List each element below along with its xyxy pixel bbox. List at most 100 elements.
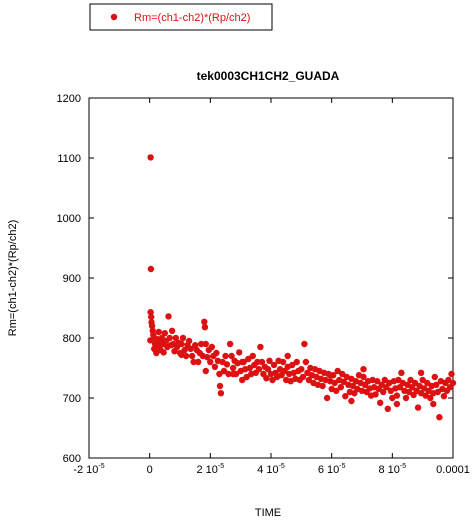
data-point [430,400,437,408]
data-point [414,404,422,411]
data-point [289,361,296,369]
data-point [211,363,219,370]
data-point [402,394,410,402]
data-point [239,358,246,366]
x-tick-label-base: 0 [147,464,153,476]
data-point [395,376,402,384]
data-point [360,373,367,381]
data-point [299,373,307,381]
legend: Rm=(ch1-ch2)*(Rp/ch2) [89,3,273,31]
data-point [188,352,196,360]
x-tick-label-base: 8 10 [379,464,400,476]
data-point [434,388,441,396]
data-point [220,367,228,375]
data-point [405,388,413,396]
data-point [165,313,172,320]
x-tick-label: -2 10-5 [73,463,104,476]
data-point [333,387,340,394]
data-point [342,393,349,400]
data-point [298,366,305,373]
x-tick-label-exponent: -5 [98,463,104,470]
data-point [179,334,187,342]
data-point [151,345,158,352]
data-point [226,340,234,348]
x-tick-label: 4 10-5 [257,463,285,476]
data-point [207,358,214,366]
y-tick-label: 1100 [57,153,81,165]
data-point [417,369,425,376]
data-point [225,370,232,378]
data-point [178,351,185,358]
data-point [160,349,167,356]
x-tick-label-base: 2 10 [197,464,218,476]
data-point [431,373,438,381]
data-point [223,361,231,368]
data-point [419,376,426,384]
data-point [449,379,457,387]
data-point [427,394,434,402]
data-point [305,376,313,384]
data-point [172,334,179,342]
data-point [161,330,168,337]
x-tick-label-base: 4 10 [257,464,278,476]
y-axis-label: Rm=(ch1-ch2)*(Rp/ch2) [7,220,19,336]
y-tick-label: 1000 [57,213,81,225]
data-point [319,382,326,390]
data-point [407,376,414,384]
data-point [384,405,391,412]
data-point [185,337,193,345]
x-tick-label: 0 [147,464,153,476]
chart-title: tek0003CH1CH2_GUADA [197,69,340,83]
data-point [323,394,331,402]
data-point [284,352,291,360]
data-point [166,334,173,342]
data-point [190,358,197,366]
x-tick-label: 6 10-5 [318,463,346,476]
data-point [266,357,273,364]
data-point [254,358,261,366]
data-point [155,328,162,336]
data-point [349,382,357,390]
data-point [372,391,379,398]
x-tick-label-base: 0.0001 [436,464,470,476]
data-point [255,366,263,373]
data-point [264,366,272,373]
data-point [243,373,250,381]
data-point [393,392,401,399]
data-point [257,343,264,351]
data-point [249,352,256,360]
data-point [178,340,185,348]
data-point [222,352,229,360]
x-tick-label-exponent: -5 [339,463,345,470]
data-point [348,397,355,405]
data-point [202,340,209,348]
data-point [147,154,154,161]
y-tick-label: 800 [63,333,81,345]
data-point [216,382,224,390]
data-point [198,340,205,348]
data-point [269,376,276,384]
x-tick-label-exponent: -5 [218,463,224,470]
data-point [340,378,347,385]
data-point [334,367,341,375]
data-point [229,364,237,372]
data-point [337,384,344,391]
x-tick-label-base: -2 10 [73,464,98,476]
data-point [360,366,367,373]
legend-box [89,3,273,31]
data-point [147,309,154,316]
data-point [448,370,455,378]
data-point [398,369,405,376]
x-tick-label-exponent: -5 [279,463,285,470]
data-point [213,349,220,357]
data-point [148,322,156,330]
data-point [187,345,194,352]
data-point [236,349,243,356]
data-point [258,358,266,366]
data-point [436,414,443,421]
y-tick-label: 600 [63,453,81,465]
data-point [239,376,246,384]
data-point [293,358,300,366]
